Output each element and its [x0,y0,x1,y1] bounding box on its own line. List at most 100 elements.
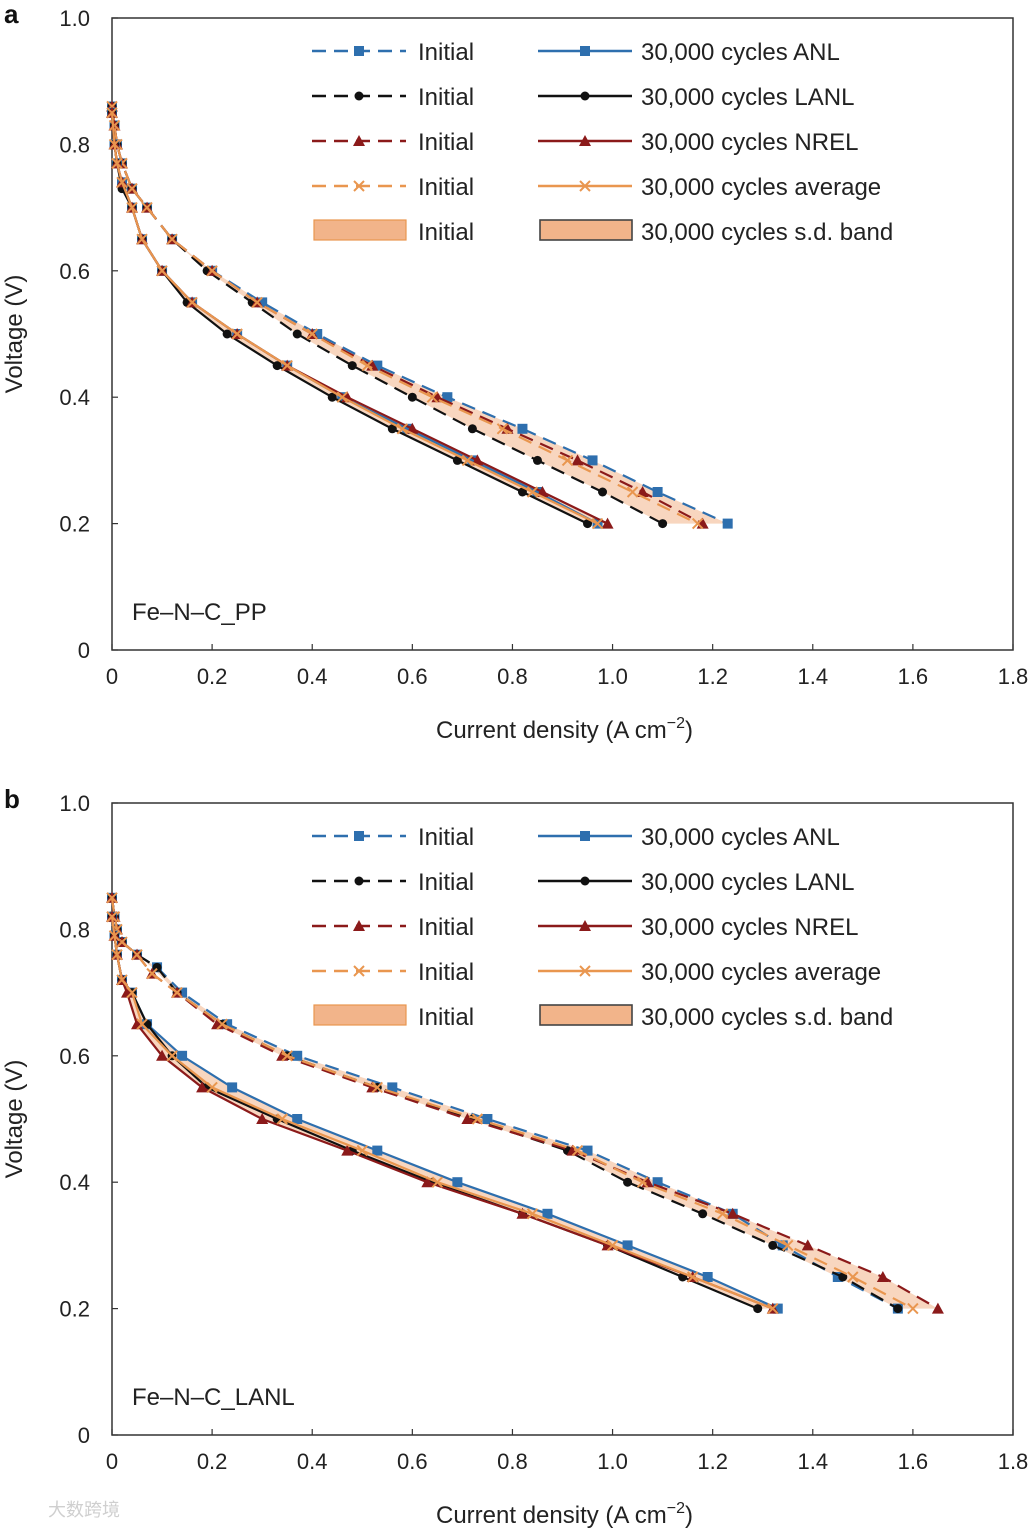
series-line [110,106,699,525]
data-point [591,517,604,530]
data-point [177,1050,188,1061]
panel-a: a 0 0.2 0.4 0.6 0.8 1.0 1.2 1.4 1.6 1.8 0 0.2 0.4 0.6 0… [1,0,1028,744]
legend-label: Initial [418,959,474,986]
x-tick-label: 1.4 [797,1449,828,1474]
data-point [216,1018,228,1030]
data-point [496,423,509,435]
data-point [767,1302,779,1315]
data-point [753,1304,763,1314]
y-tick-label: 1.0 [59,6,90,31]
data-point [196,1081,209,1093]
series-30-000-cycles-anl [107,107,603,529]
data-point [582,1145,593,1156]
data-point [111,157,123,170]
series-30-000-cycles-average [106,911,779,1315]
x-tick-label: 1.2 [697,1449,728,1474]
series-30-000-cycles-lanl [107,108,593,529]
data-point [171,986,183,999]
data-point [606,1239,619,1252]
x-tick-label: 0.2 [197,664,228,689]
data-point [442,392,453,403]
sample-label: Fe–N–C_LANL [132,1384,295,1411]
data-point [702,1272,713,1282]
x-tick-label: 0.6 [397,664,428,689]
data-point [177,987,188,998]
legend-band-swatch [539,219,633,241]
data-point [222,329,232,339]
data-point [652,487,663,497]
legend-label: 30,000 cycles s.d. band [641,1004,893,1031]
y-tick-label: 0.6 [59,1044,90,1069]
data-point [111,948,123,961]
series-initial-anl [107,101,733,529]
legend-label: 30,000 cycles average [641,174,881,201]
data-point [108,138,121,151]
data-point [327,392,337,402]
x-axis-label: Current density (A cm−2) [436,715,693,744]
data-point [598,487,608,497]
series-line [110,112,609,525]
data-point [716,1208,729,1220]
data-point [467,455,478,466]
data-point [461,454,474,467]
data-point [186,296,198,309]
legend-band-swatch [539,1004,633,1026]
legend-marker [353,920,365,931]
legend-marker [579,180,591,192]
data-point [691,517,704,530]
data-point [517,487,527,497]
data-point [106,892,118,904]
series-30-000-cycles-average [106,107,604,530]
data-point [931,1302,944,1314]
legend-marker [353,180,365,192]
data-point [471,1113,484,1125]
data-point [292,329,302,339]
data-point [257,297,268,308]
legend-marker [580,876,590,886]
data-point [396,423,409,435]
data-point [526,486,539,498]
data-point [116,176,128,189]
y-tick-label: 0.8 [59,917,90,942]
data-point [561,454,574,467]
data-point [402,423,413,434]
data-point [517,423,528,434]
data-point [622,1240,633,1251]
panel-letter: b [4,784,20,814]
x-tick-label: 1.0 [597,1449,628,1474]
y-tick-label: 0.6 [59,259,90,284]
y-tick-label: 0.2 [59,1297,90,1322]
data-point [306,328,318,340]
data-point [623,1177,633,1187]
data-point [467,424,477,434]
legend-label: 30,000 cycles ANL [641,824,840,851]
series-line [110,112,599,525]
data-point [372,360,383,371]
y-tick-label: 0.8 [59,132,90,157]
data-point [768,1240,778,1250]
data-point [838,1272,848,1282]
legend-label: 30,000 cycles NREL [641,129,858,156]
data-point [251,296,263,309]
y-axis-label: Voltage (V) [1,275,28,394]
data-point [686,1271,699,1283]
legend-marker [353,135,365,146]
data-point [371,1081,384,1094]
data-point [372,1145,383,1156]
x-tick-label: 1.8 [998,1449,1029,1474]
x-tick-label: 1.6 [898,1449,929,1474]
data-point [231,328,243,340]
data-point [516,1207,529,1219]
legend-label: Initial [418,174,474,201]
data-point [166,233,178,245]
data-point [461,1113,474,1124]
data-point [146,967,158,980]
legend-marker [579,135,591,146]
data-point [156,265,168,277]
watermark: 大数跨境 [48,1500,120,1521]
legend-label: Initial [418,869,474,896]
data-point [106,911,118,923]
plot-frame [111,17,1014,651]
data-point [206,265,218,277]
